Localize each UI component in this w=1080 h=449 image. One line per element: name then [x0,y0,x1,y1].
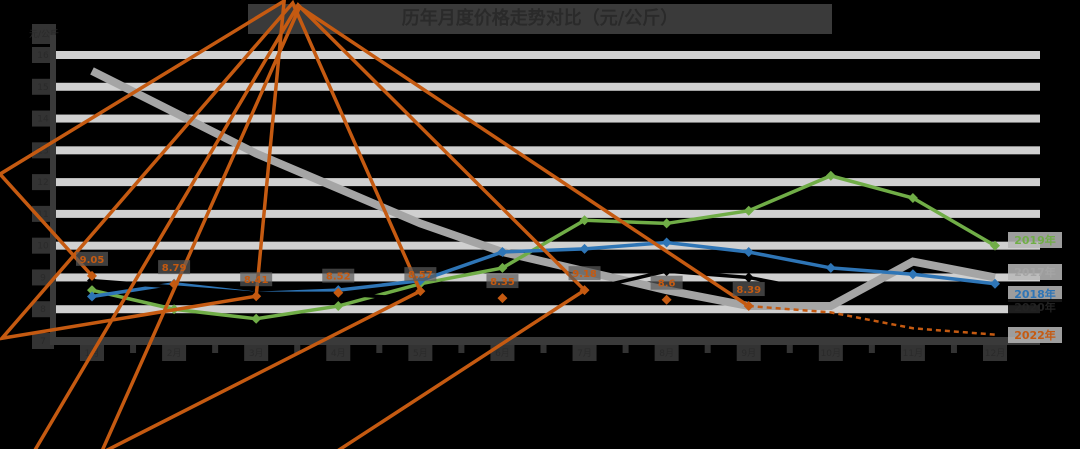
x-tick-label: 11月 [903,348,923,359]
gridline [56,51,1040,59]
y-tick-label: 14 [37,115,49,125]
data-label: 8.6 [658,279,676,290]
data-label: 8.52 [326,272,351,283]
data-point-marker [87,291,97,302]
data-point-marker [907,193,918,203]
y-tick-label: 7 [40,337,46,347]
data-point-marker [579,243,590,254]
y-tick-label: 9 [40,273,46,283]
y-tick-label: 16 [37,51,49,61]
gridline [56,273,1040,282]
gridline [56,146,1040,155]
data-point-marker [743,272,754,283]
data-point-marker [415,294,426,305]
data-point-marker [825,288,836,299]
data-point-marker [743,247,754,258]
data-point-marker [743,301,754,312]
data-point-marker [87,285,97,296]
legend-label-2018: 2018年 [1014,287,1056,301]
legend-label-2020: 2020年 [1014,300,1056,314]
data-label: 8.39 [736,285,761,296]
legend-label-2019: 2019年 [1014,233,1056,247]
y-tick-label: 12 [37,178,48,188]
data-point-marker [497,247,508,258]
legend-label-2017: 2017年 [1014,265,1056,279]
data-point-marker [333,301,344,312]
data-point-marker [579,215,590,226]
y-tick-label: 10 [37,242,49,252]
data-label: 8.35 [490,277,515,288]
gridlines [56,51,1040,314]
x-tick-label: 8月 [659,348,674,359]
gridline [56,209,1040,218]
series-lines [0,0,1000,449]
y-tick-label: 15 [37,83,48,93]
gridline [56,82,1040,91]
chart-title: 历年月度价格走势对比（元/公斤） [248,4,832,34]
data-point-marker [907,269,918,280]
x-tick-label: 9月 [741,348,756,359]
data-point-marker [251,313,262,324]
x-tick-label: 2月 [167,348,182,359]
y-tick-label: 8 [40,305,46,315]
data-labels: 9.05 8.79 8.41 8.52 8.57 8.35 9.18 8.6 8.39 [76,251,765,297]
gridline [56,178,1040,187]
data-point-marker [497,262,508,273]
x-tick-label: 5月 [413,348,428,359]
series-2019 [87,170,1000,324]
series-2017 [90,67,996,311]
x-tick-label: 7月 [577,348,592,359]
gridline [56,305,1040,314]
data-point-marker [251,291,262,302]
y-tick-label: 13 [37,146,48,156]
gridline [56,114,1040,123]
data-point-marker [990,278,1000,289]
data-point-marker [661,294,672,305]
data-label: 8.41 [244,275,269,286]
x-tick-label: 3月 [249,348,264,359]
x-tick-label: 6月 [495,348,510,359]
x-tick-label: 10月 [821,348,841,359]
x-axis [50,337,1040,345]
legend-label-2022: 2022年 [1014,328,1056,342]
data-label: 9.18 [572,269,597,280]
data-point-marker [333,287,344,298]
data-point-marker [661,218,672,229]
data-point-marker [579,285,590,296]
gridline [56,241,1040,250]
data-point-marker [87,270,97,281]
data-point-marker [825,170,836,181]
data-point-marker [825,262,836,273]
data-point-marker [169,279,180,290]
y-unit-label: 元/公斤 [29,29,59,40]
data-point-marker [415,286,426,297]
series-2022 [0,0,996,449]
data-point-marker [743,205,754,216]
data-point-marker [661,266,672,277]
data-point-marker [661,237,672,248]
x-tick-label: 4月 [331,348,346,359]
y-axis [50,35,56,345]
data-label: 8.57 [408,270,433,281]
data-label: 9.05 [80,255,105,266]
y-tick-label: 11 [37,210,48,220]
x-tick-label: 12月 [985,348,1005,359]
data-point-marker [497,293,508,304]
data-label: 8.79 [162,263,187,274]
data-point-marker [990,240,1000,251]
